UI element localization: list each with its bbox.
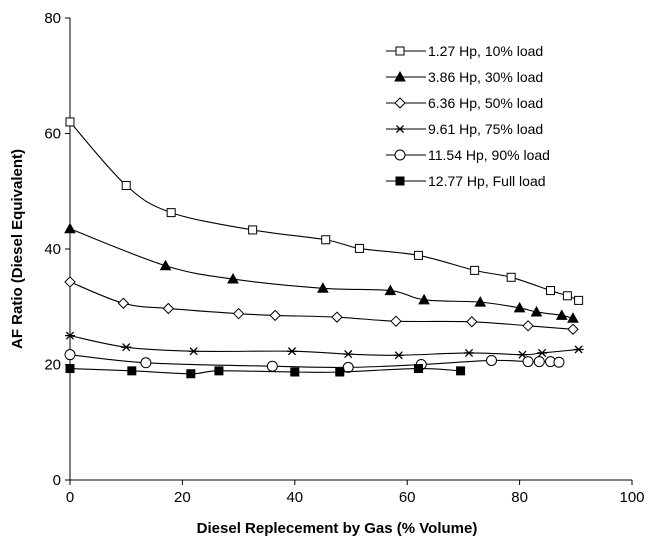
data-point-series-5 xyxy=(266,360,278,372)
data-point-series-5 xyxy=(522,356,534,368)
data-point-series-2 xyxy=(317,282,329,293)
data-point-series-3 xyxy=(117,297,130,309)
x-tick-label: 80 xyxy=(511,489,528,506)
data-point-series-6 xyxy=(65,364,75,374)
data-point-series-6 xyxy=(456,366,466,376)
data-point-series-3 xyxy=(466,316,478,328)
legend-label-4: 9.61 Hp, 75% load xyxy=(428,121,543,137)
y-tick-label: 60 xyxy=(44,126,61,143)
data-point-series-2 xyxy=(159,259,172,271)
data-point-series-4 xyxy=(343,350,354,359)
data-point-series-2 xyxy=(567,312,579,323)
legend-marker-4 xyxy=(395,124,405,134)
data-point-series-3 xyxy=(331,311,343,323)
data-point-series-3 xyxy=(162,302,175,315)
data-point-series-1 xyxy=(413,250,423,260)
data-point-series-1 xyxy=(574,295,584,305)
legend-label-6: 12.77 Hp, Full load xyxy=(428,173,546,189)
data-point-series-1 xyxy=(321,235,331,245)
series-line-6 xyxy=(69,367,461,375)
data-point-series-4 xyxy=(393,351,404,360)
y-tick-label: 40 xyxy=(44,241,61,258)
data-point-series-3 xyxy=(567,323,579,335)
data-point-series-4 xyxy=(537,348,548,358)
x-tick-label: 40 xyxy=(286,489,303,506)
legend-label-5: 11.54 Hp, 90% load xyxy=(428,147,550,163)
data-point-series-6 xyxy=(186,369,196,379)
data-point-series-2 xyxy=(513,301,526,313)
legend-marker-2 xyxy=(394,70,406,82)
y-tick-label: 20 xyxy=(44,357,61,374)
data-point-series-2 xyxy=(474,296,487,307)
data-point-series-1 xyxy=(65,117,75,127)
data-point-series-4 xyxy=(121,343,132,352)
data-point-series-5 xyxy=(533,356,545,368)
data-point-series-2 xyxy=(418,293,430,305)
data-point-series-1 xyxy=(470,265,480,275)
data-point-series-6 xyxy=(335,367,345,377)
data-point-series-6 xyxy=(413,364,423,374)
data-point-series-1 xyxy=(166,208,176,218)
legend-marker-5 xyxy=(394,149,406,161)
data-point-series-2 xyxy=(64,222,76,234)
y-tick-label: 80 xyxy=(44,10,61,27)
x-axis-title: Diesel Replecement by Gas (% Volume) xyxy=(197,520,478,537)
y-tick-label: 0 xyxy=(53,472,61,489)
data-point-series-5 xyxy=(342,361,354,373)
data-point-series-2 xyxy=(227,273,239,284)
data-point-series-5 xyxy=(140,357,152,369)
data-point-series-5 xyxy=(486,354,497,366)
data-point-series-4 xyxy=(65,331,75,340)
data-point-series-3 xyxy=(269,309,281,322)
legend-marker-6 xyxy=(395,176,405,186)
data-point-series-6 xyxy=(214,366,224,376)
legend-label-1: 1.27 Hp, 10% load xyxy=(428,43,543,59)
data-point-series-5 xyxy=(64,349,76,361)
x-tick-label: 0 xyxy=(66,489,74,506)
data-point-series-4 xyxy=(464,348,475,358)
data-point-series-2 xyxy=(555,309,568,320)
data-point-series-6 xyxy=(127,366,137,376)
data-point-series-3 xyxy=(390,315,402,327)
x-tick-label: 60 xyxy=(399,489,416,506)
legend-marker-1 xyxy=(395,46,405,56)
data-point-series-2 xyxy=(384,284,397,296)
data-point-series-1 xyxy=(248,225,258,235)
data-point-series-3 xyxy=(64,276,76,288)
series-line-3 xyxy=(69,281,574,330)
legend-label-3: 6.36 Hp, 50% load xyxy=(428,95,543,111)
data-point-series-4 xyxy=(286,347,297,356)
data-point-series-1 xyxy=(354,243,364,253)
data-point-series-4 xyxy=(573,345,584,354)
y-axis-title: AF Ratio (Diesel Equivalent) xyxy=(9,149,26,349)
data-point-series-2 xyxy=(530,305,543,317)
data-point-series-1 xyxy=(546,286,556,296)
series-line-4 xyxy=(69,335,579,356)
x-tick-label: 20 xyxy=(174,489,191,506)
legend-label-2: 3.86 Hp, 30% load xyxy=(428,69,543,85)
data-point-series-4 xyxy=(517,350,528,359)
data-point-series-6 xyxy=(290,367,300,377)
data-point-series-1 xyxy=(506,272,516,282)
data-point-series-5 xyxy=(553,356,565,368)
data-point-series-3 xyxy=(232,307,245,320)
data-point-series-1 xyxy=(121,180,131,190)
x-tick-label: 100 xyxy=(619,489,644,506)
data-point-series-1 xyxy=(562,291,572,301)
data-point-series-3 xyxy=(522,320,534,332)
data-point-series-4 xyxy=(188,347,199,356)
legend-marker-3 xyxy=(394,97,406,109)
